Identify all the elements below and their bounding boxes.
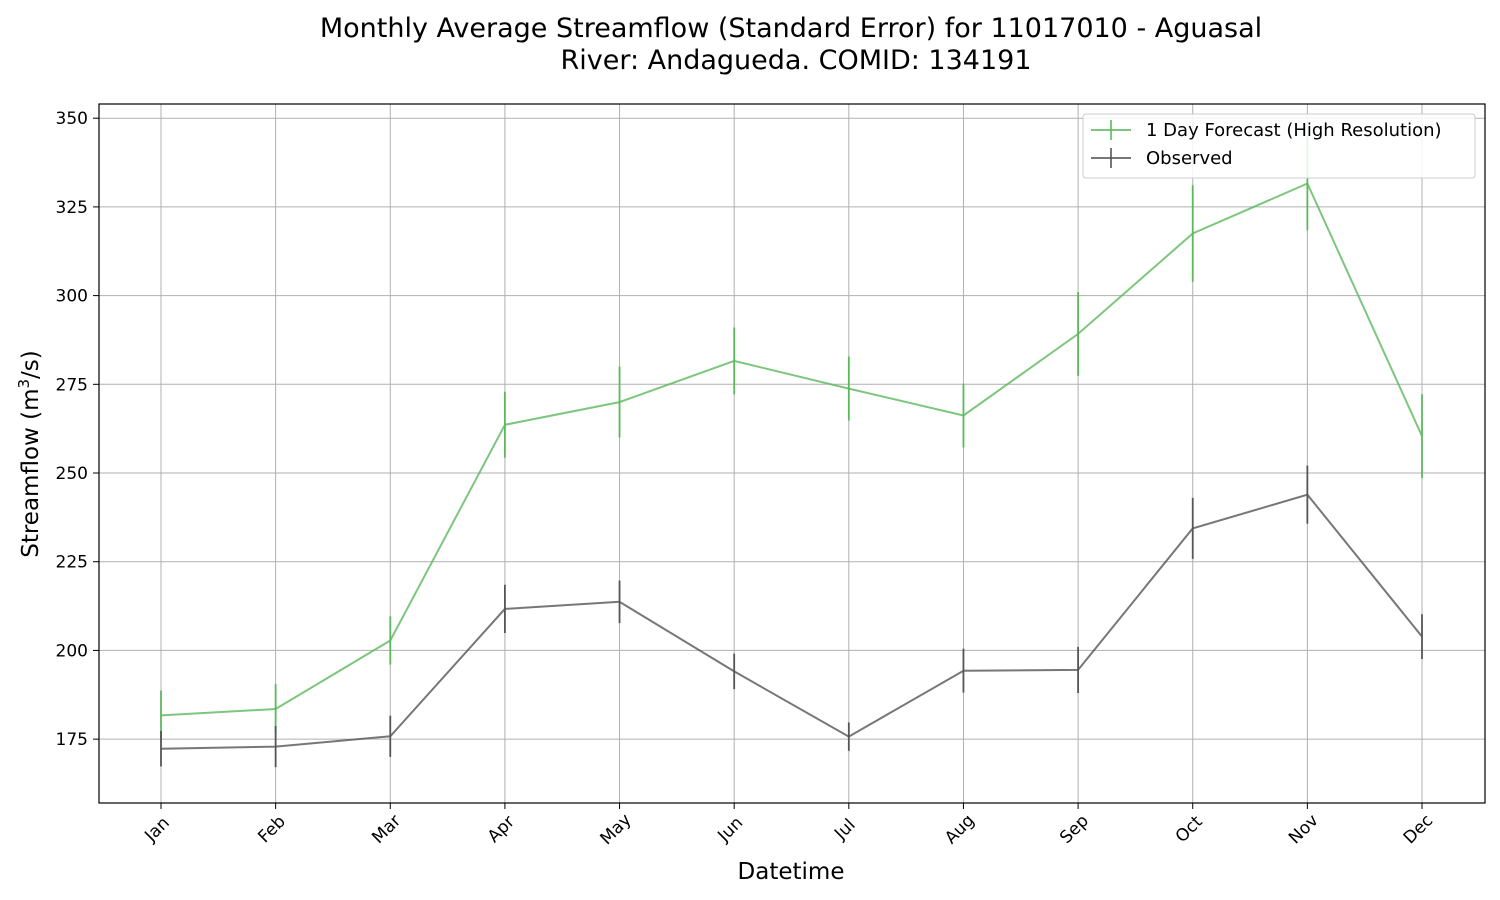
chart-title-line-1: Monthly Average Streamflow (Standard Err… <box>320 13 1262 44</box>
x-tick-label: Dec <box>1400 811 1437 848</box>
y-axis-label: Streamflow (m3/s) <box>15 350 44 558</box>
y-tick-label: 350 <box>56 109 88 129</box>
y-tick-label: 300 <box>56 287 88 307</box>
x-tick-label: Jun <box>713 813 747 847</box>
x-axis-label: Datetime <box>738 859 845 885</box>
x-tick-label: Apr <box>484 812 519 847</box>
series-0 <box>160 136 1423 741</box>
y-tick-label: 250 <box>56 464 88 484</box>
series-line <box>160 182 1423 717</box>
y-axis-label-main: Streamflow (m <box>18 388 44 557</box>
legend-box <box>1082 113 1476 179</box>
series-1 <box>160 465 1423 768</box>
axis-ticks: Jan Feb Mar Apr May Jun Jul Aug Sep Oct Nov Dec 175 2… <box>56 109 1438 849</box>
legend: 1 Day Forecast (High Resolution) Observed <box>1082 113 1476 179</box>
y-tick-label: 325 <box>56 198 88 218</box>
y-tick-label: 275 <box>56 375 88 395</box>
legend-label: Observed <box>1146 148 1233 169</box>
legend-label: 1 Day Forecast (High Resolution) <box>1146 120 1442 141</box>
series-line <box>160 493 1423 750</box>
y-tick-label: 225 <box>56 553 88 573</box>
x-tick-label: Sep <box>1056 811 1093 848</box>
y-tick-label: 175 <box>56 730 88 750</box>
x-tick-label: May <box>597 810 636 849</box>
chart-title-line-2: River: Andagueda. COMID: 134191 <box>560 45 1031 76</box>
legend-entry: 1 Day Forecast (High Resolution) <box>1091 120 1442 141</box>
legend-entry: Observed <box>1091 148 1233 169</box>
y-axis-label-superscript: 3 <box>15 379 33 389</box>
x-tick-label: Feb <box>254 812 289 847</box>
x-tick-label: Nov <box>1285 811 1323 849</box>
plot-area-frame <box>98 103 1486 804</box>
y-tick-label: 200 <box>56 641 88 661</box>
x-tick-label: Oct <box>1172 812 1207 847</box>
x-tick-label: Jan <box>140 813 173 846</box>
series-layer <box>160 136 1423 768</box>
x-tick-label: Mar <box>368 811 405 848</box>
grid-lines <box>99 104 1485 803</box>
y-axis-label-end: /s) <box>18 350 44 379</box>
x-tick-label: Jul <box>830 815 859 844</box>
x-tick-label: Aug <box>941 811 979 849</box>
